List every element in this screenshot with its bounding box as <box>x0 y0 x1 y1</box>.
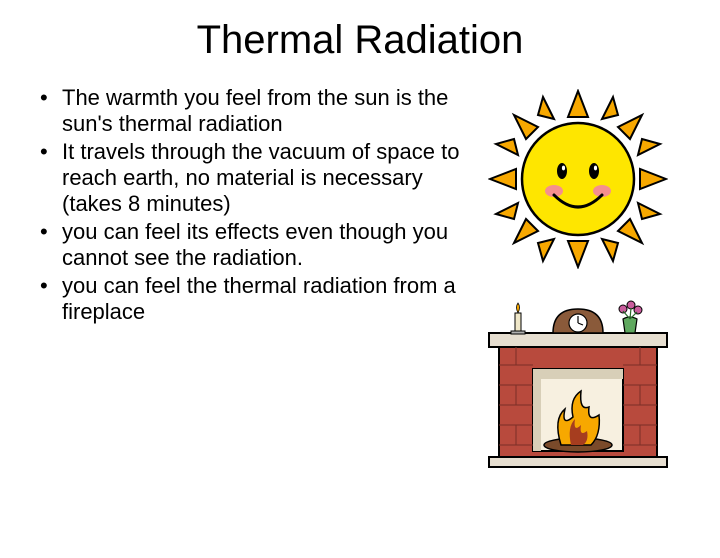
image-column <box>460 85 696 469</box>
bullet-item: you can feel its effects even though you… <box>40 219 460 271</box>
sun-icon <box>488 89 668 269</box>
bullet-item: It travels through the vacuum of space t… <box>40 139 460 217</box>
bullet-list: The warmth you feel from the sun is the … <box>40 85 460 325</box>
fireplace-icon <box>483 299 673 469</box>
slide-title: Thermal Radiation <box>0 18 720 63</box>
bullet-item: The warmth you feel from the sun is the … <box>40 85 460 137</box>
text-column: The warmth you feel from the sun is the … <box>40 85 460 469</box>
content-row: The warmth you feel from the sun is the … <box>0 85 720 469</box>
bullet-item: you can feel the thermal radiation from … <box>40 273 460 325</box>
